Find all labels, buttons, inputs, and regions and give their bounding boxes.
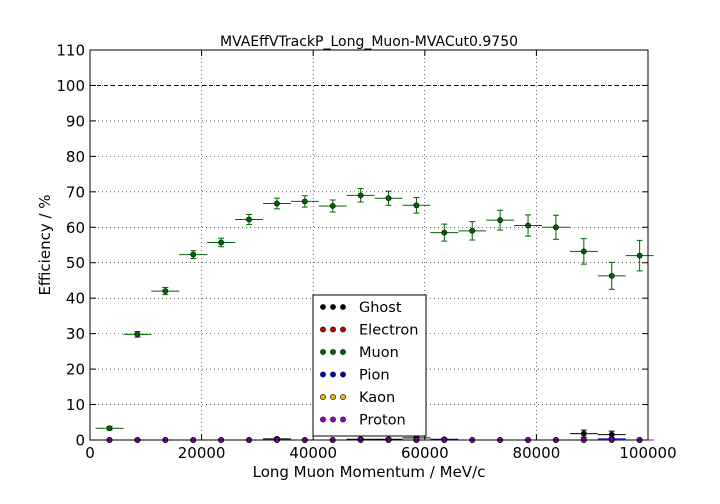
y-tick-label: 70 bbox=[66, 183, 85, 201]
legend-box bbox=[312, 294, 427, 437]
y-tick-label: 30 bbox=[66, 325, 85, 343]
legend-marker bbox=[320, 416, 326, 423]
x-tick-label: 20000 bbox=[178, 444, 226, 462]
data-point bbox=[134, 331, 141, 338]
data-point bbox=[608, 272, 615, 279]
legend-entry: Ghost bbox=[320, 300, 402, 316]
y-tick-label: 90 bbox=[66, 112, 85, 130]
x-tick-label: 80000 bbox=[513, 444, 561, 462]
x-tick-label: 40000 bbox=[289, 444, 337, 462]
series-muon bbox=[95, 188, 654, 432]
y-tick-label: 110 bbox=[56, 42, 85, 60]
ticks: 0 10 20 30 40 50 60 70 80 90 100 110 0 20000 40000 6000… bbox=[56, 42, 676, 463]
legend-marker bbox=[320, 326, 326, 333]
legend-marker bbox=[320, 349, 326, 355]
y-tick-label: 0 bbox=[75, 432, 85, 450]
y-tick-label: 100 bbox=[56, 77, 85, 95]
data-point bbox=[190, 251, 197, 258]
legend-marker bbox=[340, 416, 346, 423]
legend-marker bbox=[320, 394, 326, 400]
legend-entry: Electron bbox=[320, 323, 418, 339]
data-point bbox=[329, 203, 336, 209]
legend-entry: Muon bbox=[320, 345, 399, 361]
legend-label: Kaon bbox=[359, 390, 395, 406]
y-tick-label: 20 bbox=[66, 361, 85, 379]
legend-label: Proton bbox=[359, 413, 406, 429]
legend-label: Electron bbox=[359, 323, 418, 339]
plot-frame bbox=[89, 49, 649, 441]
legend: Ghost Electron Muon Pion Kaon Proton bbox=[312, 294, 427, 437]
legend-marker bbox=[330, 304, 336, 310]
y-tick-label: 40 bbox=[66, 290, 85, 308]
data-point bbox=[497, 217, 504, 224]
x-axis-label: Long Muon Momentum / MeV/c bbox=[253, 463, 486, 481]
data-point bbox=[106, 425, 113, 432]
legend-marker bbox=[320, 371, 326, 378]
x-tick-label: 0 bbox=[85, 444, 95, 462]
legend-entry: Pion bbox=[320, 368, 390, 384]
legend-marker bbox=[330, 394, 336, 400]
legend-label: Muon bbox=[359, 345, 399, 361]
data-point bbox=[162, 288, 169, 294]
y-tick-label: 10 bbox=[66, 396, 85, 414]
legend-marker bbox=[330, 326, 336, 333]
legend-marker bbox=[340, 349, 346, 355]
chart-title: MVAEffVTrackP_Long_Muon-MVACut0.9750 bbox=[220, 34, 518, 50]
data-point bbox=[274, 200, 280, 207]
legend-marker bbox=[340, 304, 346, 310]
legend-marker bbox=[320, 304, 326, 310]
legend-marker bbox=[330, 371, 336, 378]
x-tick-label: 100000 bbox=[619, 444, 676, 462]
legend-marker bbox=[330, 349, 336, 355]
legend-marker bbox=[330, 416, 336, 423]
legend-label: Ghost bbox=[359, 300, 402, 316]
data-point bbox=[218, 239, 225, 246]
data-point bbox=[246, 216, 252, 223]
data-point bbox=[580, 430, 587, 437]
legend-marker bbox=[340, 371, 346, 378]
y-axis-label: Efficiency / % bbox=[36, 194, 54, 295]
legend-marker bbox=[340, 394, 346, 400]
legend-entry: Proton bbox=[320, 413, 406, 429]
x-tick-label: 60000 bbox=[401, 444, 449, 462]
legend-marker bbox=[340, 326, 346, 333]
data-point bbox=[441, 229, 448, 236]
grid bbox=[90, 50, 648, 440]
data-point bbox=[553, 224, 559, 231]
data-point bbox=[385, 195, 392, 202]
data-point bbox=[357, 192, 364, 199]
data-point bbox=[525, 222, 531, 229]
data-point bbox=[580, 248, 587, 255]
legend-label: Pion bbox=[359, 368, 390, 384]
y-tick-label: 50 bbox=[66, 254, 85, 272]
y-tick-label: 80 bbox=[66, 148, 85, 166]
data-point bbox=[469, 227, 476, 234]
y-tick-label: 60 bbox=[66, 219, 85, 237]
data-point bbox=[636, 252, 643, 259]
data-point bbox=[413, 202, 420, 209]
data-point bbox=[301, 198, 308, 205]
legend-entry: Kaon bbox=[320, 390, 395, 406]
